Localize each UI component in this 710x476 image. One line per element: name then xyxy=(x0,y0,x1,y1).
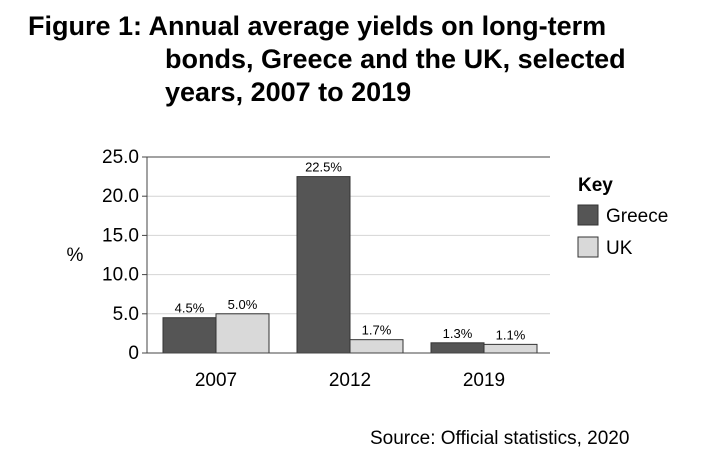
y-tick-label: 25.0 xyxy=(102,147,139,168)
legend-swatch-greece xyxy=(577,204,599,226)
data-label-greece-2012: 22.5% xyxy=(305,160,342,175)
legend: Key Greece UK xyxy=(577,175,668,259)
data-label-greece-2007: 4.5% xyxy=(175,301,205,316)
source-note: Source: Official statistics, 2020 xyxy=(370,428,630,449)
y-axis-label: % xyxy=(67,245,84,266)
y-tick-label: 0 xyxy=(128,343,139,364)
y-tick-label: 10.0 xyxy=(102,265,139,286)
title-line-2: bonds, Greece and the UK, selected xyxy=(165,44,626,74)
y-tick-label: 20.0 xyxy=(102,186,139,207)
bar-uk-2012 xyxy=(349,339,404,354)
legend-title: Key xyxy=(578,175,613,196)
y-tick-label: 5.0 xyxy=(113,304,139,325)
bars xyxy=(162,176,538,354)
x-tick-label-2007: 2007 xyxy=(195,370,237,391)
title-line-3: years, 2007 to 2019 xyxy=(165,77,412,107)
chart-title: Figure 1: Annual average yields on long-… xyxy=(28,10,626,109)
axes xyxy=(142,156,550,354)
bar-greece-2012 xyxy=(296,176,351,354)
data-label-uk-2007: 5.0% xyxy=(228,297,258,312)
bar-uk-2007 xyxy=(215,313,270,354)
bar-greece-2019 xyxy=(430,342,485,354)
legend-swatch-uk xyxy=(577,236,599,258)
x-tick-label-2019: 2019 xyxy=(463,370,505,391)
x-tick-label-2012: 2012 xyxy=(329,370,371,391)
bar-greece-2007 xyxy=(162,317,217,354)
bar-uk-2019 xyxy=(483,343,538,354)
data-label-uk-2019: 1.1% xyxy=(496,327,526,342)
labels: 0 5.0 10.0 15.0 20.0 25.0 4.5% 5.0% 2007 22.5% 1.7… xyxy=(67,147,526,391)
title-line-1: Figure 1: Annual average yields on long-… xyxy=(28,11,607,41)
legend-label-uk: UK xyxy=(606,238,633,259)
y-tick-label: 15.0 xyxy=(102,225,139,246)
legend-label-greece: Greece xyxy=(606,206,668,227)
data-label-greece-2019: 1.3% xyxy=(443,326,473,341)
data-label-uk-2012: 1.7% xyxy=(362,323,392,338)
